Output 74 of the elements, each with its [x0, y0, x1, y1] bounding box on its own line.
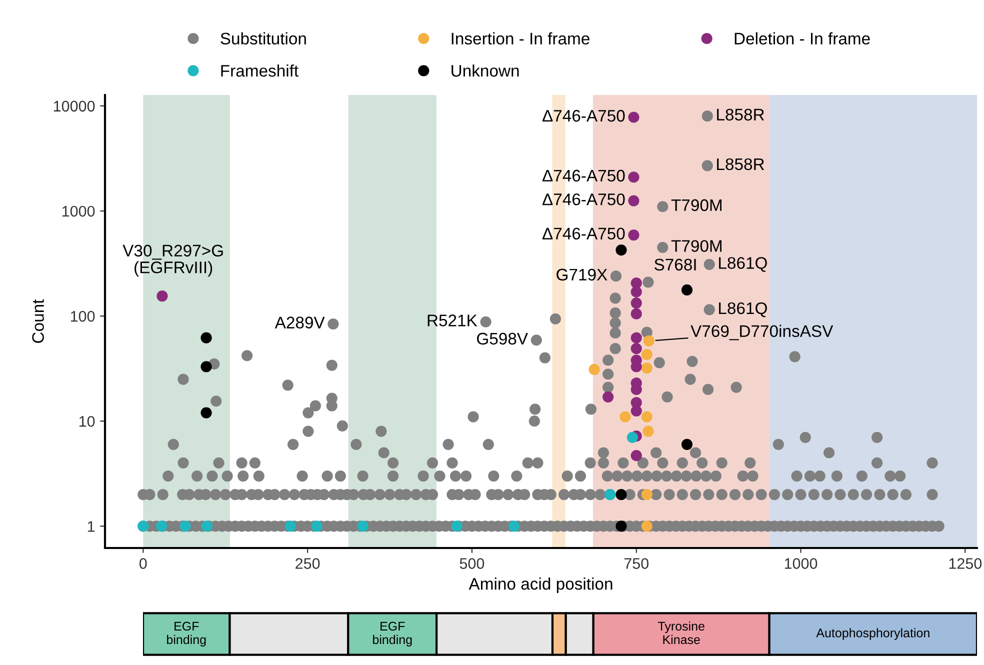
annotation: A289V	[274, 316, 325, 328]
y-tick-label: 10000	[54, 100, 95, 112]
point	[156, 290, 168, 302]
x-tick-label: 1000	[784, 558, 818, 569]
point	[588, 364, 600, 376]
annotation: G598V	[477, 332, 528, 345]
point	[643, 335, 654, 346]
legend-label: Insertion - In frame	[452, 32, 590, 45]
point	[628, 172, 640, 183]
series-label: Autophosphorylation	[816, 628, 930, 640]
point	[641, 411, 652, 422]
point	[628, 229, 640, 241]
point	[508, 520, 520, 532]
point	[620, 411, 631, 422]
x-tick-label: 500	[460, 558, 484, 569]
x-tick-label: 750	[624, 558, 649, 569]
annotation: V30_R297>G (EGFRvIII)	[122, 244, 223, 277]
point	[630, 308, 642, 320]
x-tick-label: 250	[296, 558, 320, 569]
point	[616, 244, 627, 256]
point	[628, 195, 640, 206]
y-tick-label: 1	[88, 521, 95, 532]
point	[630, 286, 642, 298]
legend-label: Deletion - In frame	[734, 32, 870, 45]
point	[200, 332, 212, 344]
point	[626, 432, 638, 443]
point	[630, 297, 642, 309]
point	[641, 520, 652, 532]
y-tick-label: 100	[70, 310, 95, 322]
point	[602, 391, 614, 402]
annotation: T790M	[671, 199, 722, 212]
series-label: EGF binding	[373, 622, 412, 647]
x-axis-title: Amino acid position	[468, 578, 612, 594]
annotation: Δ746-A750	[542, 228, 625, 240]
annotation: L858R	[717, 158, 764, 170]
point	[641, 362, 652, 374]
point	[681, 438, 693, 450]
point	[284, 520, 296, 532]
legend-label: Unknown	[452, 64, 519, 77]
point	[630, 332, 642, 344]
series-label: Tyrosine Kinase	[658, 621, 704, 644]
legend-label: Substitution	[220, 32, 306, 45]
point	[628, 112, 640, 123]
point	[180, 520, 191, 532]
x-tick-label: 0	[139, 558, 147, 569]
point	[642, 426, 654, 437]
annotation: V769_D770insASV	[690, 324, 834, 340]
annotation: L858R	[717, 108, 764, 121]
annotation: G719X	[556, 268, 608, 281]
point	[616, 489, 627, 500]
point	[200, 407, 212, 418]
annotation: R521K	[428, 314, 478, 326]
point	[630, 343, 642, 354]
legend-label: Frameshift	[221, 64, 298, 77]
annotation: Δ746-A750	[542, 193, 625, 206]
annotation: T790M	[671, 240, 722, 252]
y-tick-label: 1000	[62, 206, 95, 217]
annotation: Δ746-A750	[542, 110, 625, 122]
series-label: EGF binding	[167, 622, 206, 647]
point	[357, 520, 368, 532]
point	[681, 284, 693, 296]
y-tick-label: 10	[79, 416, 95, 427]
point	[630, 450, 642, 462]
point	[641, 349, 652, 360]
x-tick-label: 1250	[949, 558, 982, 569]
point	[641, 489, 652, 500]
annotation: S768I	[654, 258, 696, 271]
y-axis-title: Count	[32, 299, 44, 343]
annotation: L861Q	[719, 302, 767, 318]
annotation: L861Q	[719, 257, 767, 272]
point	[630, 405, 642, 416]
annotation: Δ746-A750	[542, 170, 625, 182]
point	[200, 361, 212, 372]
point	[311, 520, 322, 532]
